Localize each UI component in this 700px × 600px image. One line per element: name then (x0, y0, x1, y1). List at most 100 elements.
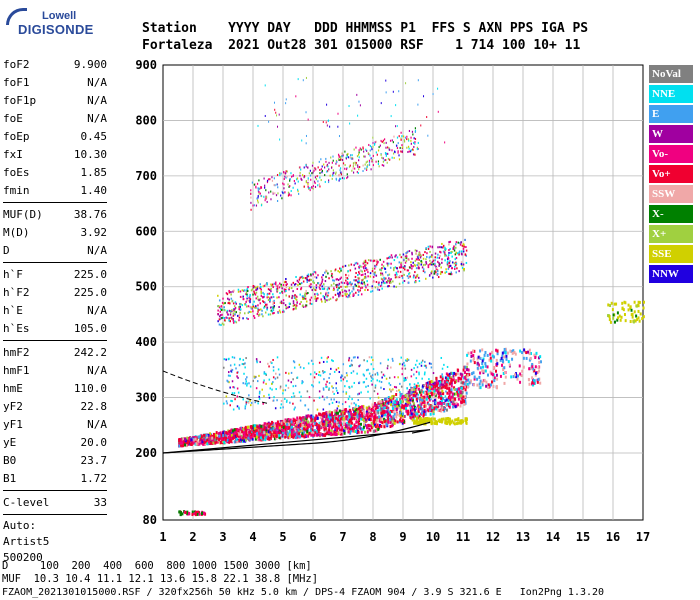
echo-point (372, 260, 374, 263)
echo-point (424, 417, 427, 421)
echo-point (285, 429, 288, 433)
echo-point (341, 155, 343, 158)
echo-point (287, 183, 289, 186)
echo-point (363, 150, 365, 153)
echo-point (278, 425, 281, 429)
echo-point (337, 391, 339, 394)
echo-point (319, 422, 322, 426)
echo-point (307, 185, 309, 188)
echo-point (270, 290, 272, 293)
echo-point (445, 248, 447, 251)
echo-point (445, 390, 447, 393)
echo-point (327, 286, 330, 289)
echo-point (404, 367, 407, 370)
echo-point (371, 159, 373, 162)
echo-point (394, 266, 397, 269)
echo-point (454, 392, 457, 396)
echo-point (259, 283, 262, 286)
echo-point (346, 422, 349, 426)
echo-point (370, 376, 373, 379)
echo-point (642, 315, 645, 319)
echo-point (295, 295, 298, 298)
echo-point (536, 380, 539, 384)
echo-point (277, 368, 280, 371)
echo-point (370, 414, 373, 418)
echo-point (396, 420, 399, 424)
echo-point (356, 408, 359, 411)
echo-point (399, 253, 401, 256)
echo-point (297, 423, 300, 427)
echo-point (207, 433, 210, 437)
echo-point (429, 259, 431, 262)
echo-point (233, 428, 236, 432)
echo-point (337, 284, 340, 287)
echo-point (219, 310, 222, 313)
echo-point (340, 379, 342, 382)
echo-point (404, 359, 407, 362)
echo-point (271, 421, 274, 425)
echo-point (447, 256, 449, 259)
echo-point (292, 392, 295, 395)
echo-point (450, 384, 453, 388)
echo-point (288, 288, 290, 291)
param-row: fmin 1.40 (3, 182, 107, 200)
echo-point (265, 303, 267, 306)
echo-point (485, 384, 488, 388)
echo-point (352, 157, 354, 160)
echo-point (342, 265, 345, 268)
echo-point (199, 434, 202, 438)
echo-point (403, 377, 406, 380)
echo-point (410, 416, 413, 420)
echo-point (499, 374, 502, 378)
echo-point (437, 253, 439, 256)
echo-point (179, 511, 182, 515)
echo-point (288, 435, 291, 439)
echo-point (403, 397, 406, 401)
echo-point (387, 274, 389, 277)
echo-point (282, 310, 284, 313)
echo-point (258, 374, 260, 377)
echo-point (512, 375, 515, 379)
echo-point (278, 113, 280, 116)
echo-point (414, 385, 417, 388)
echo-point (225, 316, 227, 319)
echo-point (362, 273, 364, 276)
echo-point (502, 368, 505, 372)
echo-point (295, 298, 298, 301)
echo-point (619, 318, 622, 322)
echo-point (247, 286, 249, 289)
echo-point (389, 384, 392, 387)
echo-point (386, 402, 388, 405)
echo-point (224, 438, 227, 442)
echo-point (447, 397, 450, 401)
echo-point (249, 295, 251, 298)
echo-point (449, 240, 452, 243)
echo-point (425, 366, 428, 369)
echo-point (533, 381, 536, 385)
echo-point (616, 311, 619, 315)
echo-point (221, 316, 223, 319)
echo-point (629, 320, 632, 324)
echo-point (307, 186, 310, 189)
echo-point (311, 289, 314, 292)
echo-point (237, 288, 240, 291)
echo-point (321, 280, 323, 283)
echo-point (314, 272, 317, 275)
echo-point (231, 392, 234, 395)
echo-point (612, 313, 615, 317)
echo-point (326, 431, 329, 435)
echo-point (438, 380, 440, 383)
echo-point (412, 396, 414, 399)
echo-point (231, 380, 234, 383)
echo-point (438, 418, 441, 422)
echo-point (516, 377, 519, 381)
echo-point (425, 408, 428, 411)
echo-point (402, 394, 405, 398)
echo-point (423, 95, 425, 98)
echo-point (374, 141, 376, 144)
echo-point (364, 289, 366, 292)
echo-point (218, 315, 221, 318)
echo-point (300, 301, 302, 304)
echo-point (334, 409, 337, 413)
echo-point (308, 285, 311, 288)
